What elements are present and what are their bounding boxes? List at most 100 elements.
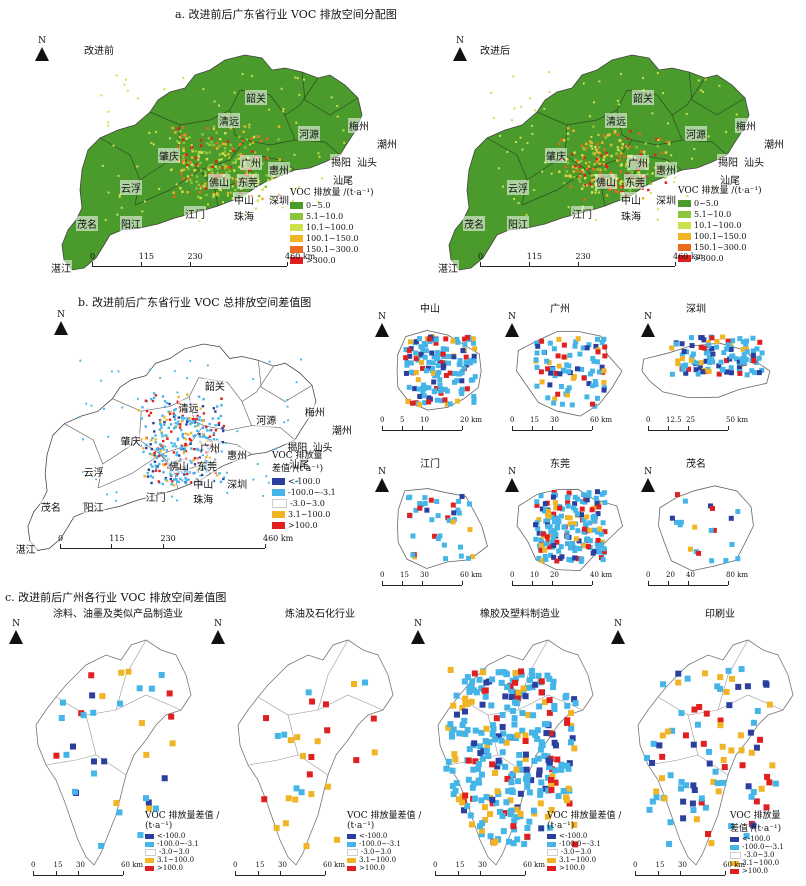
legend-item: <-100.0 — [347, 832, 421, 840]
scale-tick — [265, 544, 266, 548]
city-label: 汕头 — [743, 154, 765, 169]
legend-b: VOC 排放量 差值 /(t·a⁻¹) <-100.0 -100.0~-3.1 -3… — [272, 448, 336, 531]
legend-title-line1: VOC 排放量差值 / — [347, 811, 422, 821]
legend-title-line2: (t·a⁻¹) — [347, 821, 375, 831]
scale-label: 0 — [646, 416, 651, 424]
city-label: 东莞 — [196, 458, 219, 474]
city-label: 云浮 — [82, 464, 105, 479]
north-arrow-icon: N — [640, 467, 656, 492]
legend-swatch — [678, 255, 691, 262]
city-label: 汕头 — [356, 154, 378, 169]
scale-label: 0 — [380, 416, 385, 424]
legend-swatch — [347, 857, 356, 863]
scale-label: 30 — [278, 861, 287, 869]
legend-swatch — [290, 257, 303, 264]
legend-item: -3.0~3.0 — [547, 848, 621, 856]
north-arrow-icon: N — [210, 619, 226, 644]
city-label: 梅州 — [303, 404, 326, 420]
scale-tick — [189, 262, 191, 266]
scale-label: 60 km — [523, 861, 546, 869]
city-label: 阳江 — [82, 498, 105, 514]
city-label: 茂名 — [463, 216, 485, 231]
scale-label: 12.5 — [666, 416, 682, 424]
scale-tick — [462, 426, 463, 430]
scale-tick — [402, 426, 403, 430]
city-label: 珠海 — [233, 208, 255, 223]
legend-swatch — [678, 233, 691, 240]
legend-swatch — [290, 224, 303, 231]
scale-line — [512, 430, 592, 431]
city-label: 佛山 — [208, 174, 230, 189]
scale-label: 80 km — [726, 571, 749, 579]
legend-label: -3.0~3.0 — [744, 851, 775, 859]
city-label: 汕头 — [311, 439, 334, 455]
industry-panel-title: 炼油及石化行业 — [285, 609, 355, 620]
city-label: 韶关 — [203, 377, 226, 393]
legend-label: >100.0 — [559, 864, 585, 872]
city-label: 湛江 — [437, 260, 459, 275]
city-label: 中山 — [233, 192, 255, 207]
city-label: 广州 — [199, 440, 221, 455]
legend-label: 0~5.0 — [694, 199, 719, 208]
legend-item: 3.1~100.0 — [347, 856, 421, 864]
scale-tick — [280, 871, 281, 875]
scale-label: 0 — [31, 861, 36, 869]
legend-label: 3.1~100.0 — [157, 856, 195, 864]
scale-tick — [635, 871, 636, 875]
legend-item: 3.1~100.0 — [730, 859, 784, 867]
legend-item: 3.1~100.0 — [547, 856, 621, 864]
scale-line — [235, 875, 325, 876]
city-label: 深圳 — [655, 192, 677, 207]
legend-label: 100.1~150.0 — [306, 234, 359, 243]
city-label: 韶关 — [632, 90, 654, 105]
scale-label: 30 — [76, 861, 85, 869]
legend-item: -100.0~-3.1 — [272, 487, 336, 498]
scale-line — [382, 585, 462, 586]
scale-label: 0 — [233, 861, 238, 869]
legend-swatch — [145, 848, 156, 856]
legend-label: -3.0~3.0 — [361, 848, 392, 856]
city-label: 茂名 — [76, 216, 98, 231]
scale-tick — [422, 426, 423, 430]
legend-title-line2: (t·a⁻¹) — [547, 821, 575, 831]
legend-swatch — [290, 246, 303, 253]
city-label: 湛江 — [14, 540, 37, 556]
legend-swatch — [547, 848, 558, 856]
scale-tick — [577, 262, 579, 266]
legend-item: 100.1~150.0 — [678, 231, 762, 242]
scale-tick — [78, 871, 79, 875]
legend-label: 10.1~100.0 — [694, 221, 742, 230]
legend-label: >300.0 — [306, 256, 336, 265]
legend-item: >300.0 — [290, 255, 374, 266]
legend-label: -100.0~-3.1 — [559, 840, 601, 848]
north-arrow-icon: N — [610, 619, 626, 644]
north-arrow-icon: N — [504, 312, 520, 337]
legend-item: >100.0 — [347, 864, 421, 872]
legend-item: -100.0~-3.1 — [730, 843, 784, 851]
city-label: 广州 — [627, 155, 649, 170]
legend-swatch — [547, 857, 556, 863]
zoom-title: 深圳 — [686, 304, 706, 315]
legend-swatch — [347, 865, 356, 871]
north-arrow-icon: N — [504, 467, 520, 492]
zoom-title: 中山 — [420, 304, 440, 315]
north-arrow-icon: N — [640, 312, 656, 337]
legend-label: <-100.0 — [157, 832, 186, 840]
scale-label: 0 — [646, 571, 651, 579]
legend-label: -100.0~-3.1 — [359, 840, 401, 848]
legend-label: 5.1~10.0 — [306, 212, 344, 221]
legend-label: <-100.0 — [359, 832, 388, 840]
city-label: 揭阳 — [717, 154, 739, 169]
scale-line — [648, 430, 728, 431]
scale-tick — [525, 871, 526, 875]
zoom-map — [516, 488, 624, 571]
city-label: 揭阳 — [330, 154, 352, 169]
scale-tick — [140, 262, 142, 266]
legend-swatch — [730, 860, 739, 866]
legend-item: 150.1~300.0 — [678, 242, 762, 253]
legend-title: VOC 排放量 /(t·a⁻¹) — [290, 188, 374, 198]
legend-swatch — [145, 865, 154, 871]
legend-swatch — [272, 522, 285, 529]
industry-map — [437, 639, 594, 866]
scale-label: 30 — [420, 571, 429, 579]
